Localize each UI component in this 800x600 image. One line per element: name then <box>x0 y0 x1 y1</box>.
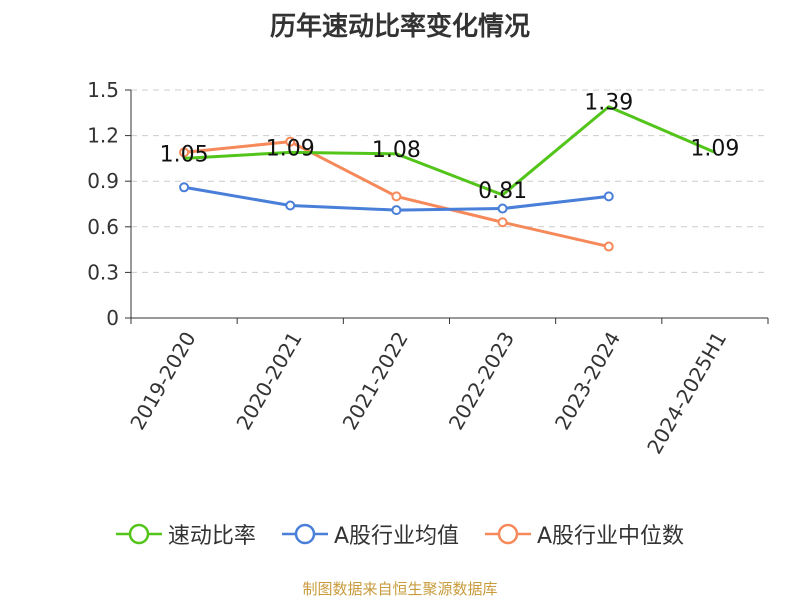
data-point <box>179 147 190 158</box>
x-tick-label: 2021-2022 <box>338 328 413 434</box>
legend-swatch-industry-mean <box>281 523 328 545</box>
legend-label-industry-median: A股行业中位数 <box>537 524 685 549</box>
data-point <box>285 136 296 147</box>
data-label: 0.81 <box>478 179 527 204</box>
y-tick-label: 0 <box>106 306 119 330</box>
legend-label-quick-ratio: 速动比率 <box>167 524 256 549</box>
legend-item-industry-mean[interactable]: A股行业均值 <box>281 518 459 550</box>
data-source-note: 制图数据来自恒生聚源数据库 <box>302 580 498 598</box>
series-line <box>183 105 716 197</box>
y-tick-label: 1.2 <box>87 124 119 148</box>
data-point <box>285 200 296 211</box>
data-point <box>603 191 614 202</box>
legend-item-quick-ratio[interactable]: 速动比率 <box>115 518 256 550</box>
x-tick-label: 2022-2023 <box>444 328 519 434</box>
data-label: 1.09 <box>266 136 315 161</box>
data-label: 1.39 <box>584 91 633 116</box>
y-tick-label: 1.5 <box>87 78 119 102</box>
legend-swatch-industry-median <box>485 523 531 545</box>
data-point <box>391 205 402 216</box>
y-tick-label: 0.6 <box>87 215 119 239</box>
data-label: 1.05 <box>160 142 209 167</box>
x-tick-label: 2023-2024 <box>550 328 625 434</box>
chart-title: 历年速动比率变化情况 <box>269 12 530 42</box>
legend-item-industry-median[interactable]: A股行业中位数 <box>485 518 684 550</box>
y-tick-label: 0.3 <box>87 260 119 284</box>
line-chart: 0 0.3 0.6 0.9 1.2 1.5 2019-2020 2020-2021 2021-2… <box>87 78 769 458</box>
data-point <box>391 191 402 202</box>
data-label: 1.09 <box>690 136 739 161</box>
legend-swatch-quick-ratio <box>115 523 162 545</box>
data-point <box>497 203 508 214</box>
x-tick-label: 2024-2025H1 <box>642 328 731 458</box>
legend: 速动比率 A股行业均值 A股行业中位数 <box>0 518 800 550</box>
x-tick-label: 2019-2020 <box>125 328 200 434</box>
x-tick-label: 2020-2021 <box>231 328 306 434</box>
data-point <box>179 182 190 193</box>
data-label: 1.08 <box>372 138 421 163</box>
data-point <box>497 217 508 228</box>
data-point <box>603 241 614 252</box>
y-tick-label: 0.9 <box>87 169 119 193</box>
legend-label-industry-mean: A股行业均值 <box>333 524 459 549</box>
